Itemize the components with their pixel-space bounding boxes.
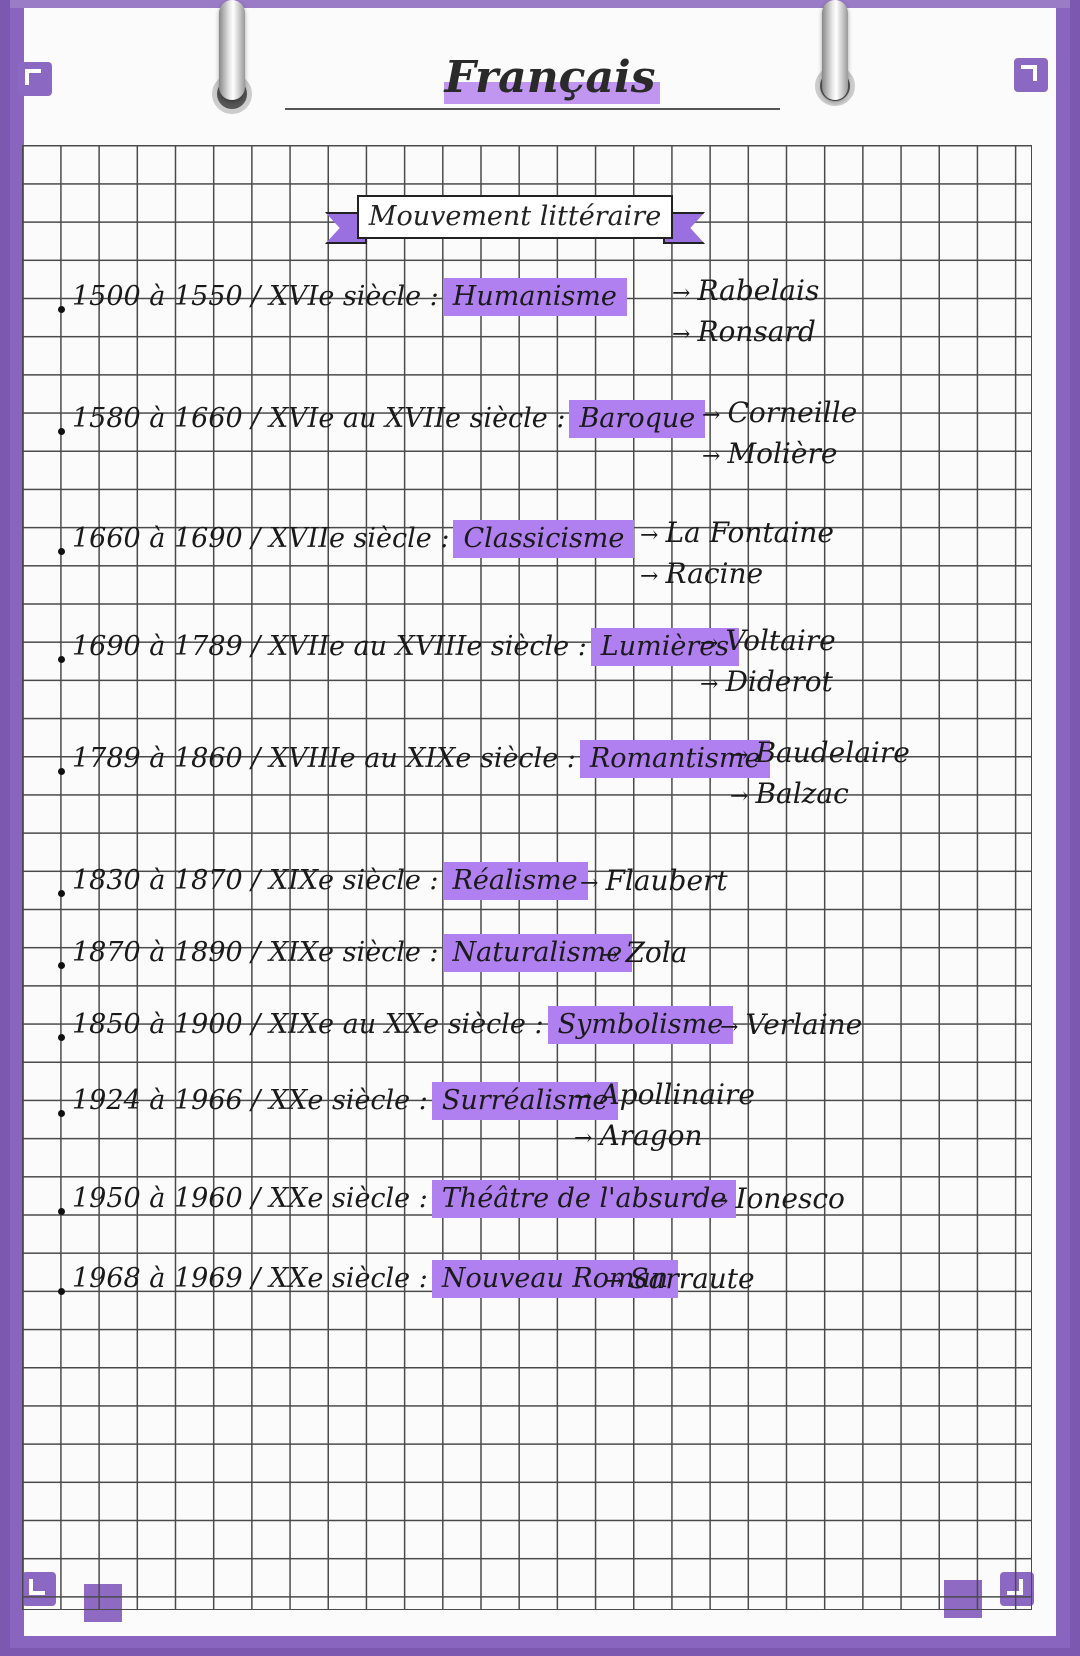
list-bullet: [58, 1034, 65, 1041]
entry-authors: RabelaisRonsard: [672, 272, 819, 354]
author-name: Verlaine: [720, 1006, 862, 1047]
author-name: Balzac: [730, 775, 910, 816]
title-underline: [285, 108, 780, 110]
movement-entry: 1968 à 1969 / XXe siècle : Nouveau Roman: [72, 1260, 679, 1298]
entry-dates: 1830 à 1870 / XIXe siècle :: [72, 865, 439, 896]
corner-bracket-icon: [18, 62, 52, 96]
list-bullet: [58, 890, 65, 897]
list-bullet: [58, 548, 65, 555]
entry-movement: Réalisme: [442, 862, 588, 900]
entry-movement: Symbolisme: [547, 1006, 734, 1044]
entry-dates: 1660 à 1690 / XVIIe siècle :: [72, 523, 450, 554]
heading-banner: Mouvement littéraire: [325, 190, 705, 248]
entry-movement: Théâtre de l'absurde: [431, 1180, 737, 1218]
entry-authors: Sarraute: [604, 1260, 754, 1301]
entry-dates: 1789 à 1860 / XVIIIe au XIXe siècle :: [72, 743, 576, 774]
list-bullet: [58, 306, 65, 313]
entry-dates: 1500 à 1550 / XVIe siècle :: [72, 281, 439, 312]
page-title: Français: [430, 52, 670, 104]
author-name: Ronsard: [672, 313, 819, 354]
list-bullet: [58, 656, 65, 663]
author-name: Apollinaire: [574, 1076, 755, 1117]
entry-dates: 1580 à 1660 / XVIe au XVIIe siècle :: [72, 403, 566, 434]
entry-authors: Ionesco: [710, 1180, 844, 1221]
entry-dates: 1690 à 1789 / XVIIe au XVIIIe siècle :: [72, 631, 587, 662]
movement-entry: 1950 à 1960 / XXe siècle : Théâtre de l'a…: [72, 1180, 737, 1218]
author-name: Sarraute: [604, 1260, 754, 1301]
movement-entry: 1830 à 1870 / XIXe siècle : Réalisme: [72, 862, 588, 900]
entry-authors: VoltaireDiderot: [700, 622, 836, 704]
list-bullet: [58, 962, 65, 969]
entry-dates: 1924 à 1966 / XXe siècle :: [72, 1085, 428, 1116]
movement-entry: 1690 à 1789 / XVIIe au XVIIIe siècle : Lu…: [72, 628, 740, 666]
movement-entry: 1789 à 1860 / XVIIIe au XIXe siècle : Rom…: [72, 740, 771, 778]
entry-authors: Flaubert: [580, 862, 727, 903]
author-name: Flaubert: [580, 862, 727, 903]
list-bullet: [58, 1110, 65, 1117]
entry-authors: ApollinaireAragon: [574, 1076, 755, 1158]
list-bullet: [58, 1208, 65, 1215]
binder-ring-icon: [822, 0, 848, 100]
entry-movement: Humanisme: [442, 278, 627, 316]
binder-ring-icon: [219, 0, 245, 100]
author-name: Diderot: [700, 663, 836, 704]
entry-authors: Verlaine: [720, 1006, 862, 1047]
corner-bracket-icon: [1014, 58, 1048, 92]
list-bullet: [58, 768, 65, 775]
entry-movement: Classicisme: [453, 520, 635, 558]
author-name: Zola: [600, 934, 687, 975]
author-name: Baudelaire: [730, 734, 909, 775]
entry-dates: 1968 à 1969 / XXe siècle :: [72, 1263, 428, 1294]
author-name: Aragon: [574, 1117, 755, 1158]
author-name: Molière: [702, 435, 857, 476]
movement-entry: 1660 à 1690 / XVIIe siècle : Classicisme: [72, 520, 635, 558]
author-name: Rabelais: [672, 272, 819, 313]
entry-authors: Zola: [600, 934, 687, 975]
entry-authors: BaudelaireBalzac: [730, 734, 910, 816]
author-name: Voltaire: [700, 622, 835, 663]
movement-entry: 1850 à 1900 / XIXe au XXe siècle : Symbol…: [72, 1006, 734, 1044]
author-name: Corneille: [702, 394, 857, 435]
author-name: La Fontaine: [640, 514, 833, 555]
movement-entry: 1870 à 1890 / XIXe siècle : Naturalisme: [72, 934, 633, 972]
author-name: Ionesco: [710, 1180, 844, 1221]
entry-dates: 1850 à 1900 / XIXe au XXe siècle :: [72, 1009, 544, 1040]
entry-dates: 1870 à 1890 / XIXe siècle :: [72, 937, 439, 968]
author-name: Racine: [640, 555, 834, 596]
movement-entry: 1924 à 1966 / XXe siècle : Surréalisme: [72, 1082, 619, 1120]
entry-authors: La FontaineRacine: [640, 514, 834, 596]
movement-entry: 1500 à 1550 / XVIe siècle : Humanisme: [72, 278, 627, 316]
entry-authors: CorneilleMolière: [702, 394, 857, 476]
entry-movement: Baroque: [569, 400, 706, 438]
entry-dates: 1950 à 1960 / XXe siècle :: [72, 1183, 428, 1214]
list-bullet: [58, 1288, 65, 1295]
movement-entry: 1580 à 1660 / XVIe au XVIIe siècle : Baro…: [72, 400, 706, 438]
list-bullet: [58, 428, 65, 435]
section-heading: Mouvement littéraire: [357, 195, 673, 239]
